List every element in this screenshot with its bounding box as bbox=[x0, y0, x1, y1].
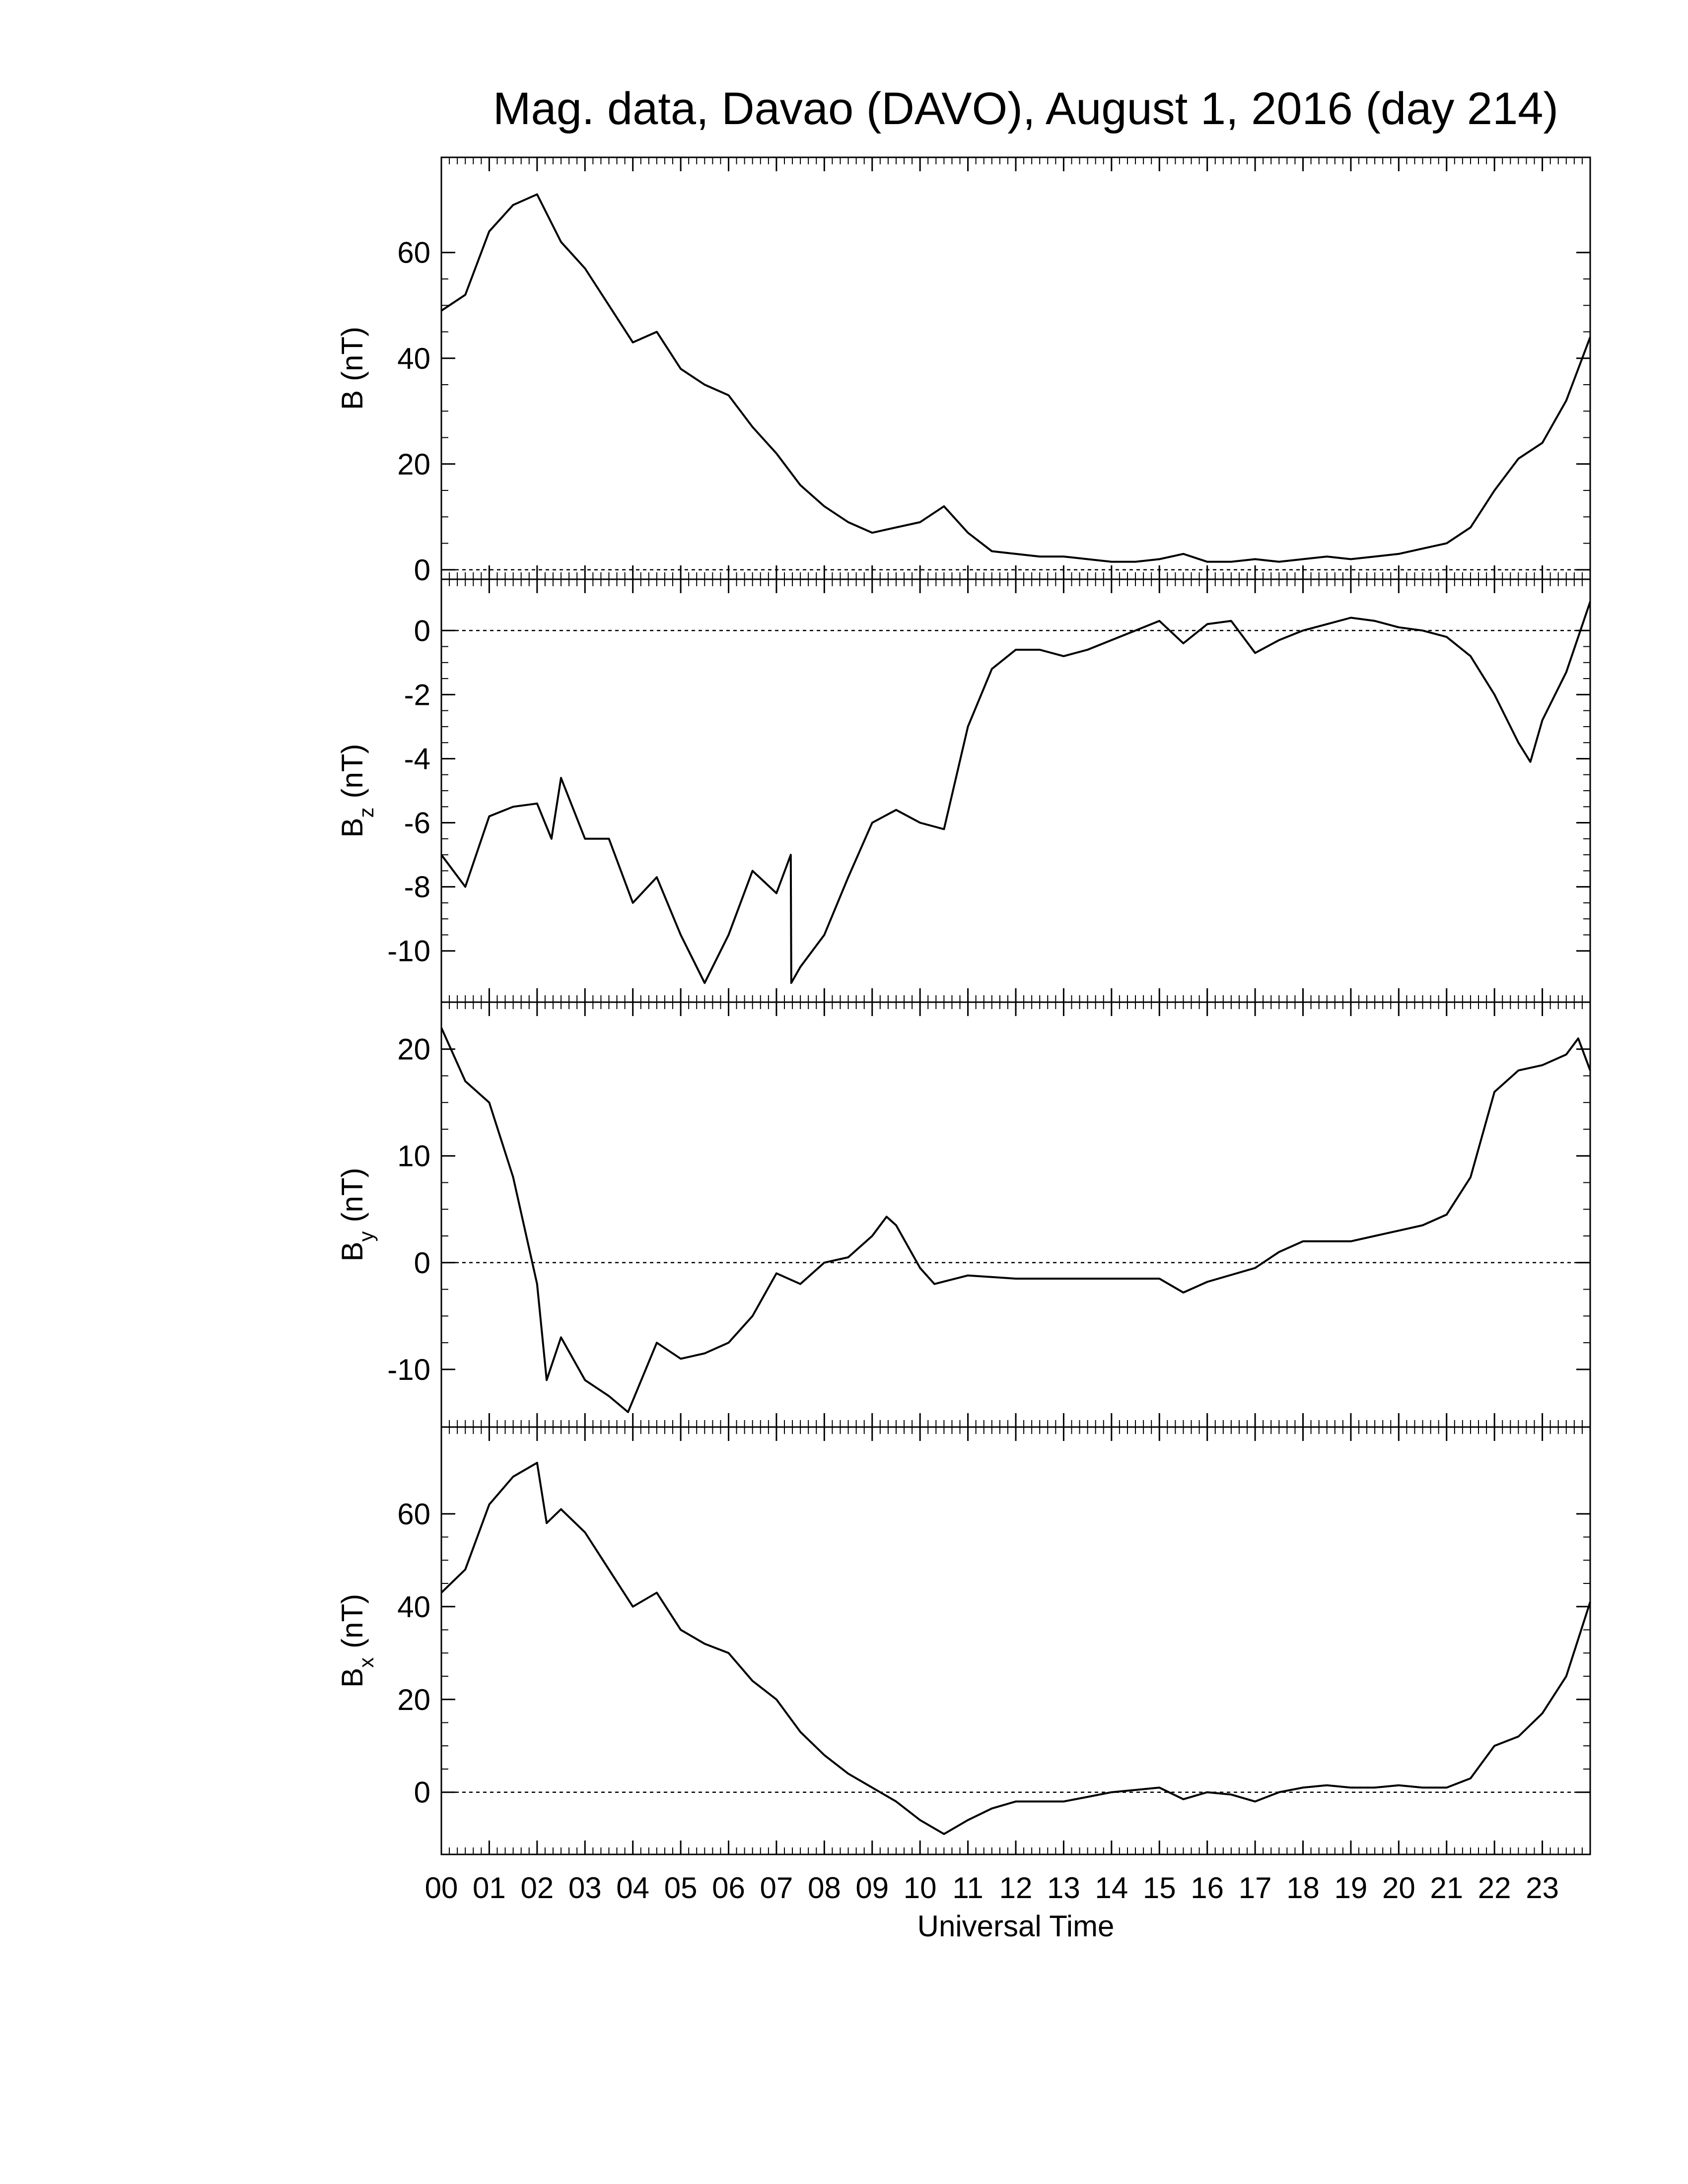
y-tick-label: 40 bbox=[397, 342, 430, 375]
x-tick-label: 13 bbox=[1047, 1871, 1080, 1905]
y-label-main: B bbox=[336, 390, 369, 410]
y-label-sub: y bbox=[354, 1231, 378, 1241]
y-tick-label: 0 bbox=[414, 553, 430, 587]
x-tick-label: 04 bbox=[616, 1871, 649, 1905]
x-tick-label: 17 bbox=[1239, 1871, 1272, 1905]
x-tick-label: 16 bbox=[1191, 1871, 1224, 1905]
data-line bbox=[440, 1462, 1591, 1835]
y-label-unit: (nT) bbox=[336, 744, 369, 798]
y-tick-label: 60 bbox=[397, 236, 430, 270]
y-tick-label: -8 bbox=[404, 871, 430, 904]
x-tick-label: 09 bbox=[855, 1871, 889, 1905]
y-tick-label: 20 bbox=[397, 448, 430, 481]
y-tick-label: 20 bbox=[397, 1033, 430, 1066]
x-tick-label: 00 bbox=[425, 1871, 458, 1905]
x-tick-label: 03 bbox=[568, 1871, 602, 1905]
x-tick-label: 06 bbox=[712, 1871, 745, 1905]
plot-frame bbox=[440, 1426, 1591, 1855]
x-tick-label: 02 bbox=[520, 1871, 554, 1905]
x-tick-label: 20 bbox=[1382, 1871, 1415, 1905]
y-tick-label: 10 bbox=[397, 1140, 430, 1173]
x-tick-label: 08 bbox=[808, 1871, 841, 1905]
x-tick-label: 05 bbox=[664, 1871, 698, 1905]
y-tick-label: -4 bbox=[404, 742, 430, 775]
x-tick-label: 01 bbox=[473, 1871, 506, 1905]
y-label-sub: x bbox=[354, 1657, 378, 1668]
y-tick-label: -10 bbox=[387, 935, 430, 968]
x-tick-label: 12 bbox=[999, 1871, 1033, 1905]
data-line bbox=[440, 601, 1591, 984]
y-tick-label: 40 bbox=[397, 1590, 430, 1624]
x-tick-label: 15 bbox=[1143, 1871, 1176, 1905]
y-tick-label: -10 bbox=[387, 1353, 430, 1386]
x-tick-label: 22 bbox=[1478, 1871, 1511, 1905]
chart-title: Mag. data, Davao (DAVO), August 1, 2016 … bbox=[493, 83, 1558, 134]
x-tick-label: 11 bbox=[952, 1871, 983, 1905]
data-line bbox=[440, 193, 1591, 563]
x-tick-label: 10 bbox=[904, 1871, 937, 1905]
data-line bbox=[440, 1027, 1591, 1413]
y-label-unit: (nT) bbox=[336, 1167, 369, 1222]
y-axis-label: By (nT) bbox=[336, 1167, 378, 1261]
y-label-unit: (nT) bbox=[336, 327, 369, 381]
y-tick-label: 0 bbox=[414, 614, 430, 647]
x-tick-label: 21 bbox=[1430, 1871, 1463, 1905]
x-tick-label: 23 bbox=[1526, 1871, 1559, 1905]
y-tick-label: 60 bbox=[397, 1498, 430, 1531]
x-tick-label: 19 bbox=[1335, 1871, 1368, 1905]
y-tick-label: 0 bbox=[414, 1776, 430, 1809]
y-label-sub: z bbox=[354, 807, 378, 818]
y-axis-label: Bz (nT) bbox=[336, 744, 378, 837]
y-label-unit: (nT) bbox=[336, 1594, 369, 1648]
y-tick-label: -6 bbox=[404, 807, 430, 840]
y-label-main: B bbox=[336, 1241, 369, 1261]
y-axis-label: Bx (nT) bbox=[336, 1594, 378, 1688]
y-label-main: B bbox=[336, 818, 369, 837]
y-tick-label: -2 bbox=[404, 678, 430, 711]
x-tick-label: 14 bbox=[1095, 1871, 1128, 1905]
y-tick-label: 0 bbox=[414, 1246, 430, 1280]
x-tick-label: 18 bbox=[1286, 1871, 1320, 1905]
x-tick-label: 07 bbox=[760, 1871, 793, 1905]
x-axis-label: Universal Time bbox=[917, 1910, 1115, 1943]
y-tick-label: 20 bbox=[397, 1683, 430, 1716]
y-axis-label: B (nT) bbox=[336, 327, 369, 410]
y-label-main: B bbox=[336, 1668, 369, 1688]
